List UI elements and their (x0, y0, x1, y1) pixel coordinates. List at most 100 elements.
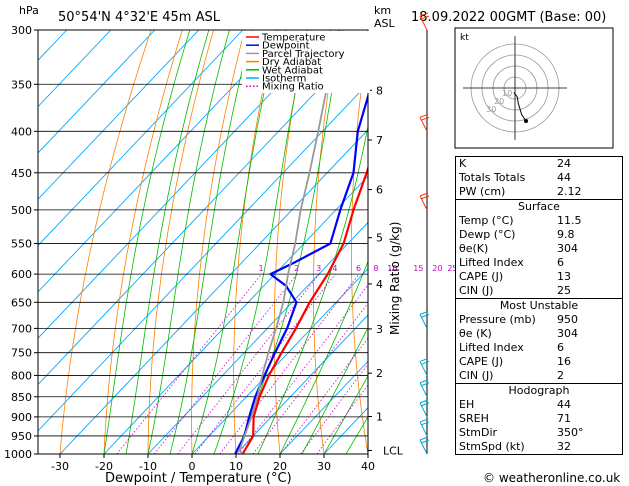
most-unstable-row: CIN (J) 2 (456, 369, 623, 384)
surface-value: 25 (557, 284, 571, 297)
temperature-tick-label: 20 (273, 460, 287, 473)
dry-adiabat-line (424, 30, 456, 454)
isotherm-line (235, 314, 368, 454)
mixing-ratio-line (194, 273, 336, 454)
temperature-tick-label: 40 (361, 460, 375, 473)
temperature-line (241, 165, 368, 454)
surface-row: CAPE (J) 13 (456, 270, 623, 284)
isotherm-line (38, 30, 112, 108)
isotherm-line (38, 30, 156, 154)
surface-label: Lifted Index (459, 256, 524, 269)
most-unstable-label: θe (K) (459, 327, 492, 340)
location-label: 50°54'N 4°32'E 45m ASL (58, 10, 221, 25)
most-unstable-label: Pressure (mb) (459, 313, 536, 326)
mixing-ratio-tick-label: 8 (373, 264, 378, 273)
hpa-unit-label: hPa (19, 4, 39, 17)
height-km-axis: 8 7 6 5 4 3 2 1 LCL (368, 84, 404, 457)
mixing-ratio-tick-label: 25 (447, 264, 457, 273)
wind-barb-feather (419, 418, 429, 423)
hodograph-value: 71 (557, 412, 571, 425)
surface-value: 9.8 (557, 228, 575, 241)
surface-label: CAPE (J) (459, 270, 504, 283)
hodograph-value: 44 (557, 398, 571, 411)
surface-value: 6 (557, 256, 564, 269)
wind-barb (419, 15, 428, 31)
wind-barb-feather (419, 192, 429, 197)
pressure-tick-label: 650 (11, 296, 32, 309)
dry-adiabat-line (273, 30, 308, 454)
surface-label: CIN (J) (459, 284, 494, 297)
plot-area (38, 30, 456, 454)
surface-row: θe(K) 304 (456, 242, 623, 256)
datetime-label: 18.09.2022 00GMT (Base: 00) (411, 10, 606, 25)
isotherm-line (103, 175, 368, 454)
km-unit-label: km (374, 4, 391, 17)
most-unstable-table: Most Unstable Pressure (mb) 950 θe (K) 304 L… (455, 299, 623, 384)
index-label: K (459, 157, 467, 170)
sounding-series (234, 30, 368, 454)
surface-value: 304 (557, 242, 578, 255)
wind-barb-feather (419, 12, 429, 17)
indices-table: K 24 Totals Totals 44 PW (cm) 2.12 (455, 156, 623, 200)
surface-label: Temp (°C) (459, 214, 514, 227)
legend-box (242, 31, 370, 93)
surface-table: Surface Temp (°C) 11.5 Dewp (°C) 9.8 θe(K) 30… (455, 200, 623, 299)
pressure-tick-label: 450 (11, 167, 32, 180)
height-tick-label: 7 (376, 134, 383, 147)
wind-barb-feather (419, 399, 429, 404)
wet-adiabat-line (301, 326, 368, 454)
hodograph-row: EH 44 (456, 398, 623, 412)
plot-frame (37, 29, 369, 455)
pressure-tick-label: 550 (11, 237, 32, 250)
hodograph-row: SREH 71 (456, 412, 623, 426)
isotherm-line (38, 30, 332, 339)
temperature-tick-label: -20 (95, 460, 113, 473)
mixing-ratio-tick-label: 10 (387, 264, 397, 273)
temperature-tick-label: -10 (139, 460, 157, 473)
most-unstable-value: 304 (557, 327, 578, 340)
hodograph-ring-label: 10 (502, 89, 512, 98)
wind-barb-feather (419, 357, 429, 362)
mixing-ratio-line (237, 284, 368, 454)
wind-barb (419, 361, 428, 376)
pressure-axis: 300 350 400 450 500 550 600 650 700 750 800 850 900 9… (4, 24, 38, 461)
most-unstable-row: Pressure (mb) 950 (456, 313, 623, 327)
dry-adiabat-line (59, 30, 152, 454)
asl-unit-label: ASL (374, 17, 396, 30)
wind-barb-feather (420, 15, 430, 20)
legend-label: Dry Adiabat (262, 57, 321, 68)
hodograph-label: EH (459, 398, 475, 411)
pressure-tick-label: 950 (11, 430, 32, 443)
hodograph-row: StmDir 350° (456, 426, 623, 440)
height-tick-label: 8 (376, 84, 383, 97)
surface-row: Lifted Index 6 (456, 256, 623, 270)
wet-adiabat-line (323, 375, 368, 454)
pressure-tick-label: 700 (11, 322, 32, 335)
isotherm-line (279, 360, 368, 454)
indices-panel: K 24 Totals Totals 44 PW (cm) 2.12 Surface Te… (455, 156, 623, 455)
index-row: Totals Totals 44 (456, 171, 623, 185)
wind-barb (419, 314, 428, 329)
most-unstable-value: 950 (557, 313, 578, 326)
mixing-ratio-tick-label: 20 (432, 264, 442, 273)
legend-label: Wet Adiabat (262, 65, 323, 76)
isotherm-line (38, 82, 368, 432)
dry-adiabat-line (351, 36, 368, 454)
wind-barb (419, 421, 428, 437)
isotherm-line (59, 129, 368, 454)
wind-barb-feather (420, 313, 430, 318)
wind-barb-feather (420, 402, 430, 407)
mixing-ratio-labels: 1 2 3 4 6 8 10 15 20 25 (258, 264, 457, 273)
pressure-tick-label: 500 (11, 204, 32, 217)
index-row: K 24 (456, 157, 623, 172)
isotherm-line (38, 30, 244, 247)
surface-label: θe(K) (459, 242, 489, 255)
legend-label: Dewpoint (262, 41, 310, 52)
surface-row: CIN (J) 25 (456, 284, 623, 299)
wet-adiabat-line (103, 30, 191, 454)
height-tick-label: 3 (376, 323, 383, 336)
hodograph-label: SREH (459, 412, 489, 425)
hodograph-label: StmSpd (kt) (459, 440, 525, 453)
legend-label: Parcel Trajectory (262, 49, 345, 60)
